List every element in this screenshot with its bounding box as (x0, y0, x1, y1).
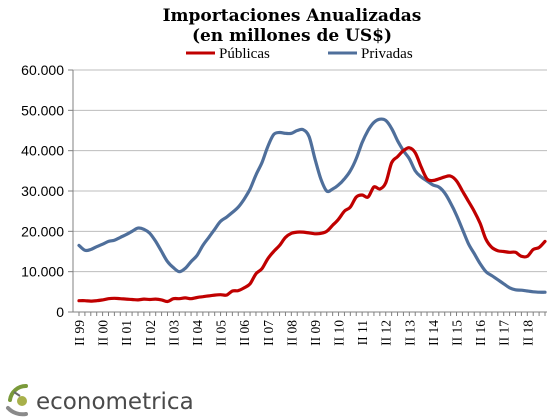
econometrica-logo: econometrica (6, 383, 194, 417)
x-axis: II 99 II 00 II 01 II 02 II 03 II 04 II 05 II 06… (72, 311, 547, 346)
y-tick-label: 60.000 (21, 62, 64, 78)
y-tick-label: 50.000 (21, 102, 64, 118)
chart-subtitle: (en millones de US$) (192, 26, 392, 46)
logo-wordmark: econometrica (36, 389, 194, 415)
series-line-publicas (77, 146, 547, 304)
series-lines (77, 117, 547, 304)
x-tick-label: II 06 (237, 320, 252, 346)
chart-title: Importaciones Anualizadas (163, 6, 422, 26)
x-tick-label: II 16 (473, 320, 488, 346)
y-tick-label: 0 (56, 304, 64, 320)
x-tick-label: II 17 (497, 320, 512, 346)
x-tick-label: II 15 (450, 320, 465, 346)
x-tick-label: II 01 (119, 320, 134, 346)
x-tick-label: II 11 (355, 320, 370, 345)
y-tick-label: 10.000 (21, 264, 64, 280)
x-tick-label: II 10 (332, 320, 347, 346)
x-tick-label: II 05 (214, 320, 229, 346)
x-tick-label: II 07 (261, 320, 276, 346)
x-tick-label: II 13 (402, 320, 417, 346)
legend: Públicas Privadas (186, 46, 413, 62)
x-tick-label: II 02 (143, 320, 158, 346)
x-tick-label: II 12 (379, 320, 394, 346)
x-tick-label: II 04 (190, 320, 205, 346)
x-tick-label: II 99 (72, 320, 87, 346)
x-tick-label: II 00 (96, 320, 111, 346)
x-tick-label: II 03 (166, 320, 181, 346)
y-tick-label: 40.000 (21, 143, 64, 159)
grid (73, 69, 547, 273)
x-tick-label: II 08 (284, 320, 299, 346)
x-tick-label: II 09 (308, 320, 323, 346)
x-tick-label: II 18 (520, 320, 535, 346)
x-tick-label: II 14 (426, 320, 441, 346)
legend-label-publicas: Públicas (219, 46, 270, 62)
y-axis: 0 10.000 20.000 30.000 40.000 50.000 60.000 (21, 62, 74, 320)
y-tick-label: 30.000 (21, 183, 64, 199)
series-line-privadas (77, 117, 547, 294)
legend-label-privadas: Privadas (361, 46, 413, 62)
logo-icon (6, 383, 28, 417)
y-tick-label: 20.000 (21, 223, 64, 239)
